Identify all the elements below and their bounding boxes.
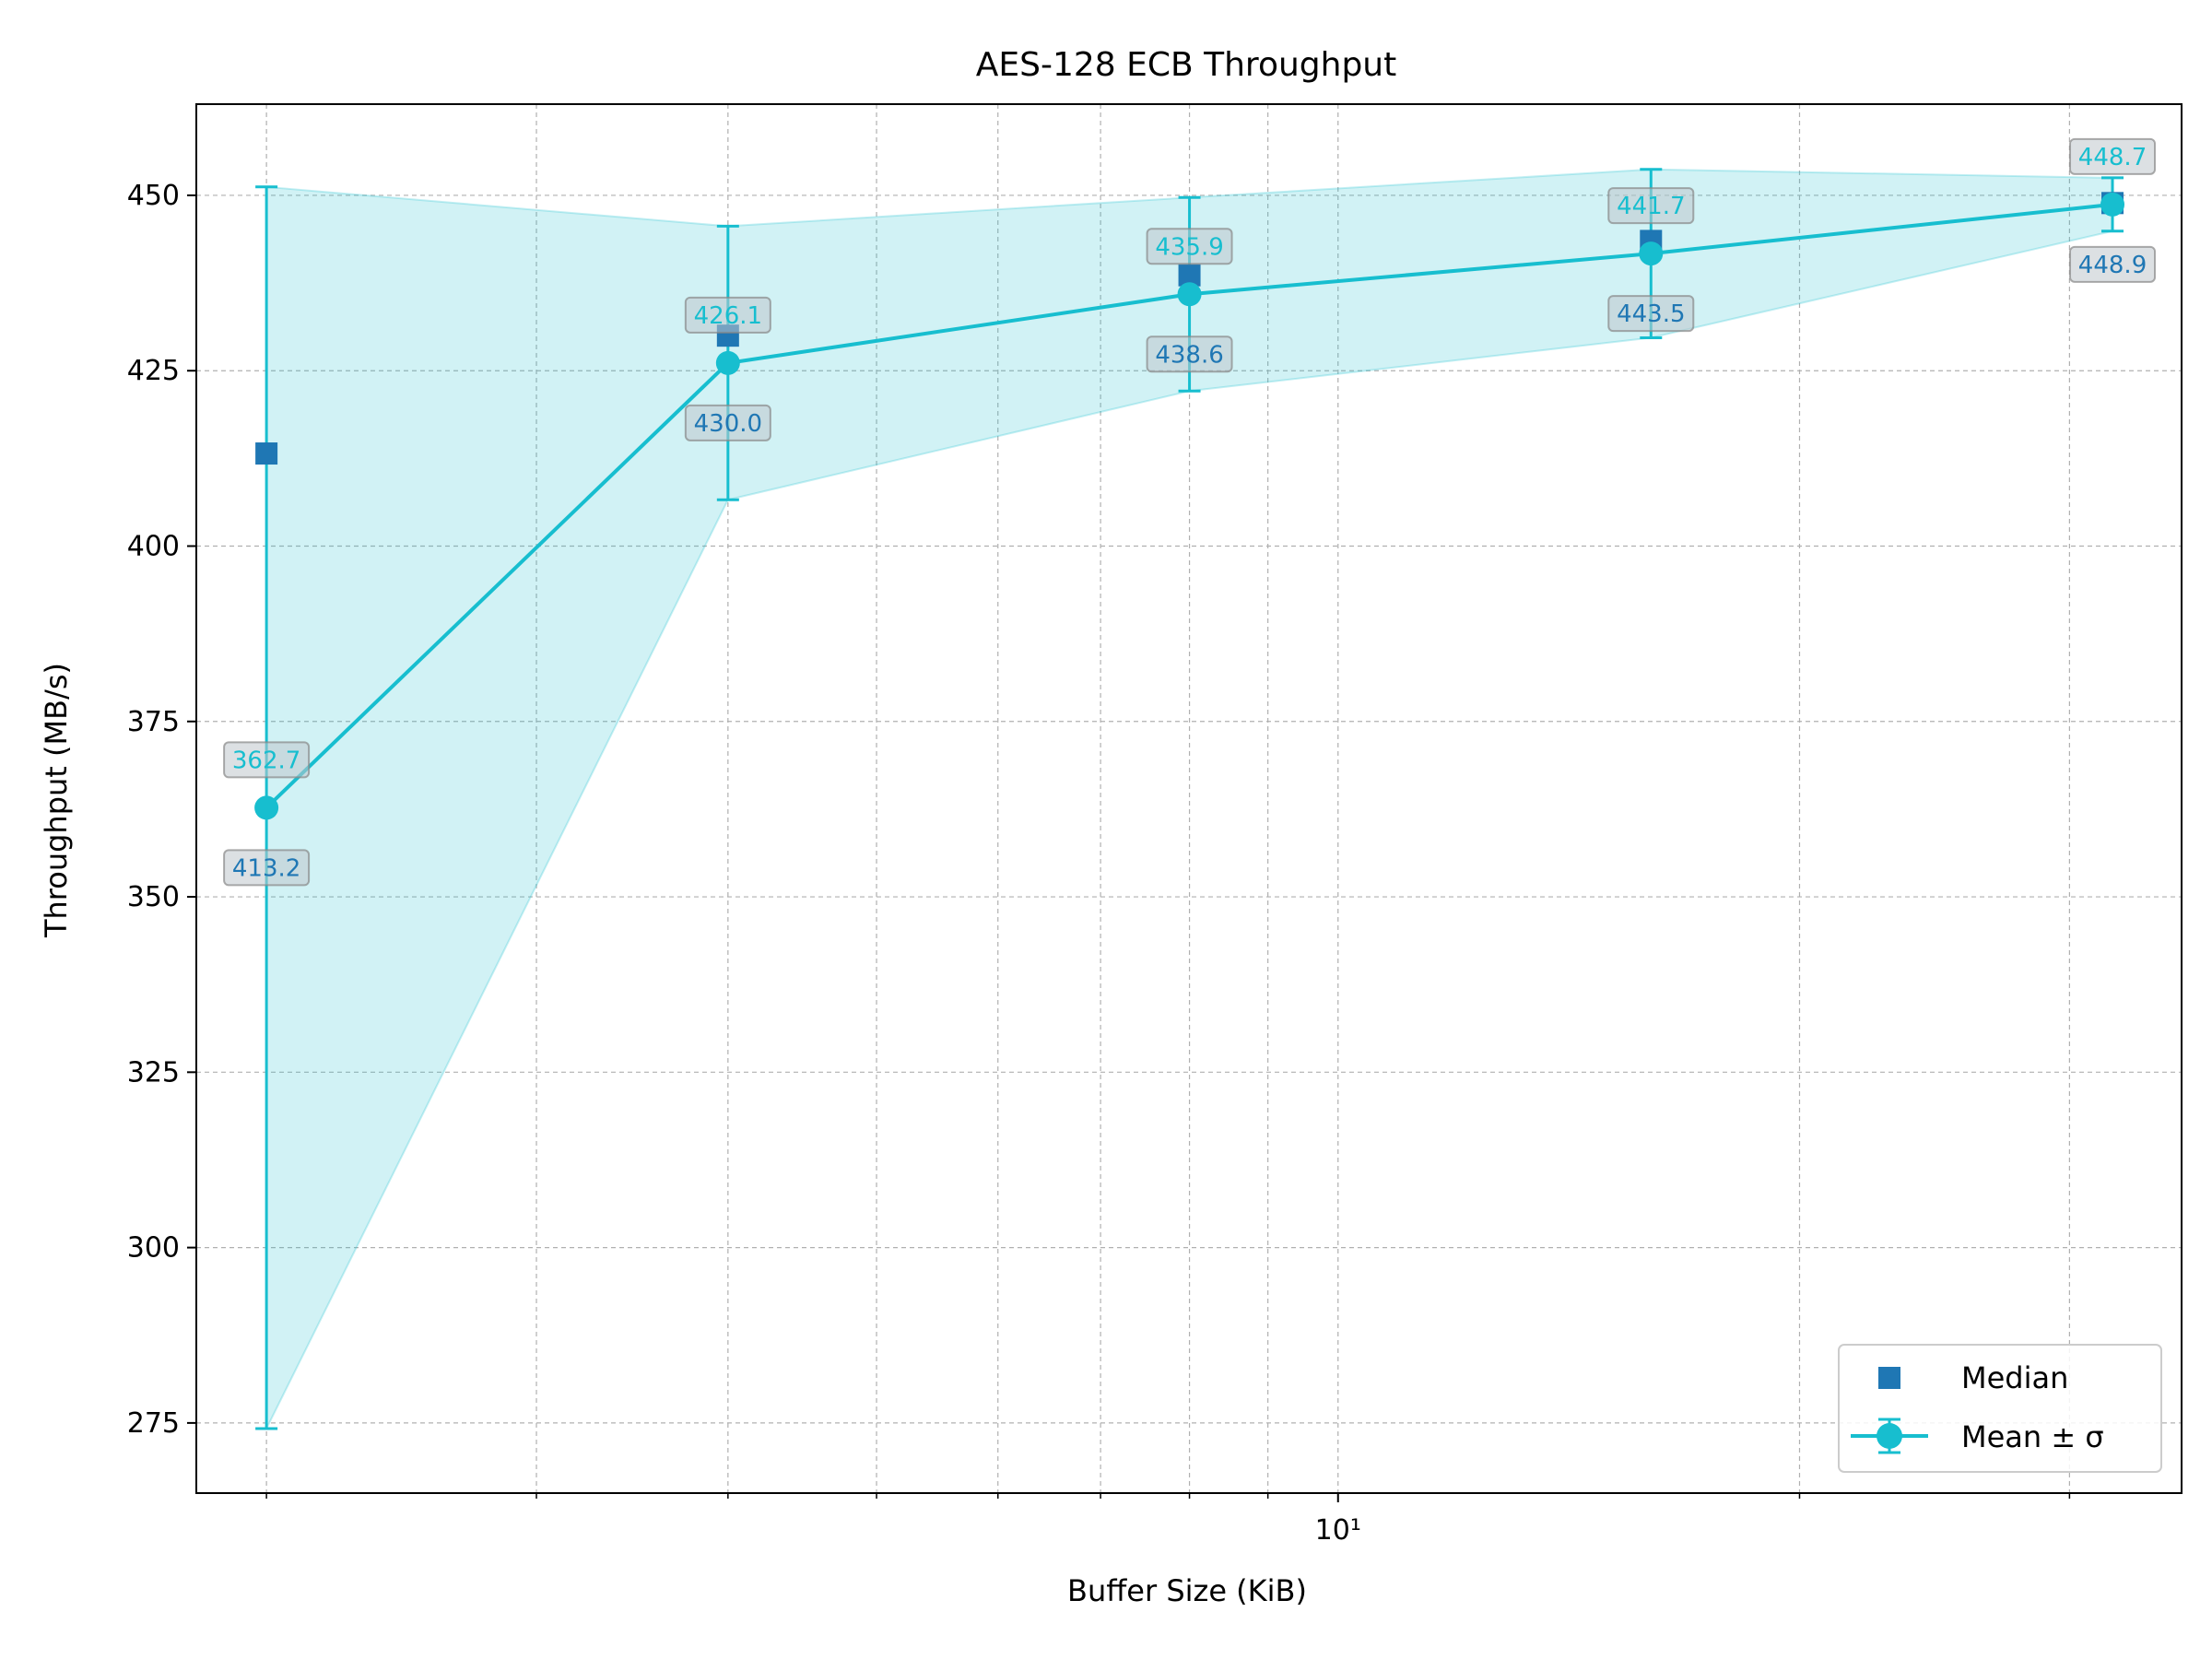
mean-data-label: 441.7 — [1607, 187, 1695, 225]
mean-marker — [254, 795, 279, 820]
y-tick-label: 300 — [127, 1232, 180, 1265]
y-tick-label: 325 — [127, 1056, 180, 1088]
mean-data-label-text: 448.7 — [2078, 144, 2147, 171]
legend-mean-label: Mean ± σ — [1961, 1419, 2104, 1454]
y-tick-label: 350 — [127, 881, 180, 913]
mean-data-label: 448.7 — [2069, 137, 2157, 175]
y-tick-label: 450 — [127, 180, 180, 212]
mean-data-label-box — [223, 741, 311, 779]
legend-mean-marker — [1877, 1423, 1902, 1449]
mean-data-label-box — [2069, 137, 2157, 175]
mean-data-label: 426.1 — [684, 296, 771, 334]
mean-data-label-text: 362.7 — [232, 747, 300, 774]
mean-line-layer — [254, 192, 2125, 820]
median-data-label-text: 438.6 — [1155, 341, 1223, 369]
median-data-label-text: 443.5 — [1617, 300, 1685, 328]
legend-median-label: Median — [1961, 1360, 2068, 1395]
median-data-label: 448.9 — [2069, 245, 2157, 283]
mean-data-label-box — [684, 296, 771, 334]
x-tick-label: 10¹ — [1315, 1514, 1361, 1547]
tick-layer: 275 300 325 350 375 400 425 450 10¹ — [127, 180, 2071, 1547]
y-tick-label: 400 — [127, 531, 180, 563]
y-tick-label: 375 — [127, 706, 180, 738]
y-tick-label: 275 — [127, 1407, 180, 1440]
mean-data-label-text: 435.9 — [1155, 233, 1223, 261]
median-data-label-box — [684, 404, 771, 441]
median-data-label-text: 413.2 — [232, 854, 300, 882]
mean-marker — [1639, 241, 1664, 266]
data-label-layer: 362.7 413.2 426.1 430.0 435.9 438.6 441.7 443.5… — [223, 137, 2157, 887]
median-data-label-text: 430.0 — [694, 410, 762, 438]
median-data-label: 443.5 — [1607, 295, 1695, 333]
mean-data-label-box — [1146, 228, 1233, 265]
mean-marker — [715, 350, 740, 375]
median-data-label-text: 448.9 — [2078, 252, 2147, 279]
x-axis-label: Buffer Size (KiB) — [1067, 1573, 1307, 1608]
chart-title: AES-128 ECB Throughput — [976, 46, 1397, 84]
median-data-label-box — [1146, 335, 1233, 373]
median-data-label-box — [1607, 295, 1695, 333]
mean-data-label-text: 426.1 — [694, 302, 762, 330]
mean-marker — [2100, 192, 2125, 217]
median-data-label-box — [2069, 245, 2157, 283]
median-data-label: 438.6 — [1146, 335, 1233, 373]
y-axis-label: Throughput (MB/s) — [39, 663, 74, 938]
median-data-label: 430.0 — [684, 404, 771, 441]
legend-box — [1838, 1344, 2162, 1473]
mean-data-label: 362.7 — [223, 741, 311, 779]
mean-data-label-box — [1607, 187, 1695, 225]
median-data-label-box — [223, 849, 311, 887]
y-tick-label: 425 — [127, 355, 180, 387]
legend: Median Mean ± σ — [1838, 1344, 2162, 1473]
mean-data-label-text: 441.7 — [1617, 193, 1685, 220]
median-marker — [255, 442, 278, 465]
median-data-label: 413.2 — [223, 849, 311, 887]
legend-median-marker — [1878, 1367, 1900, 1389]
mean-marker — [1177, 282, 1202, 307]
mean-data-label: 435.9 — [1146, 228, 1233, 265]
